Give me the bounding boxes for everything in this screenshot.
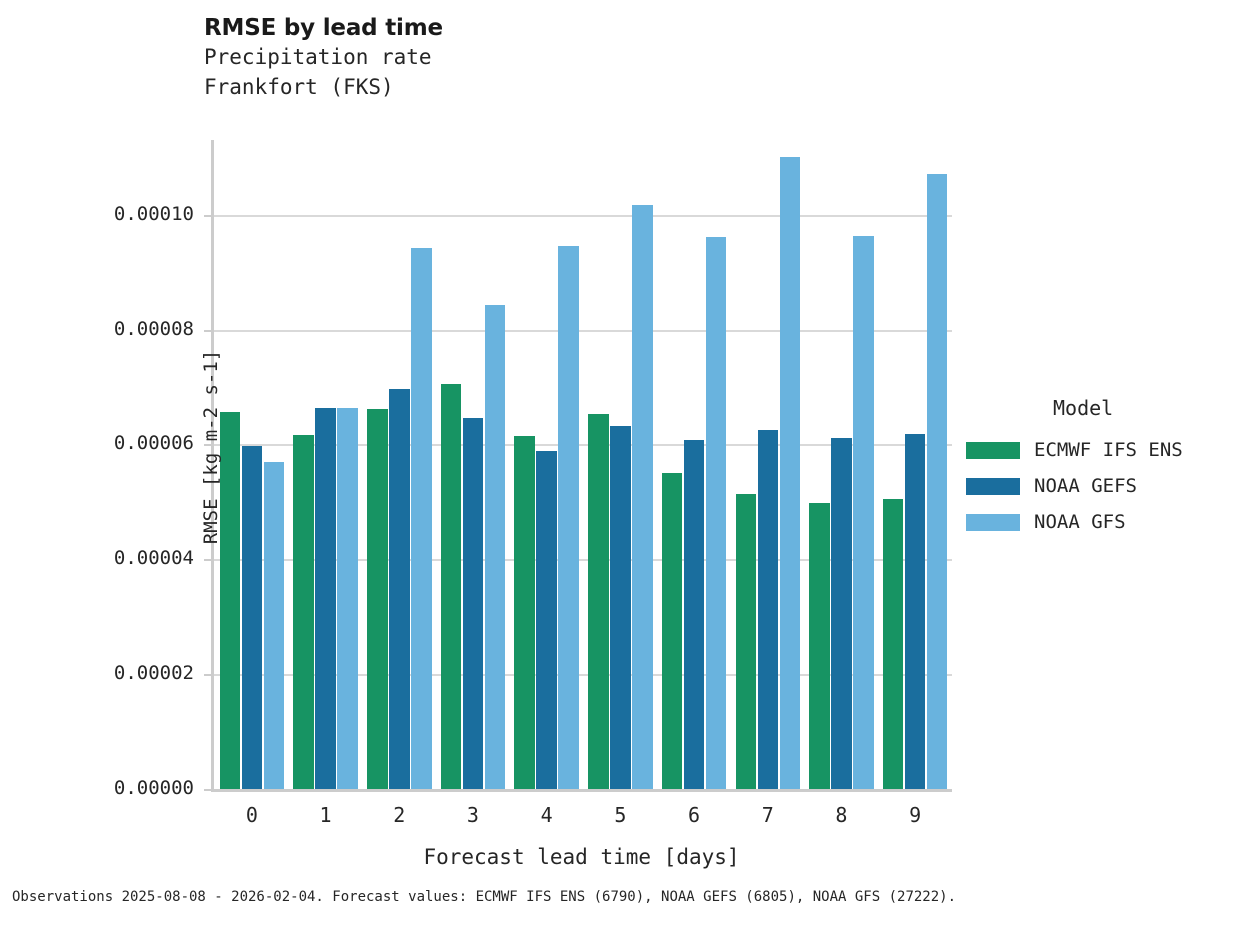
bar xyxy=(853,235,874,789)
x-tick-label: 8 xyxy=(835,803,848,827)
y-tick-mark xyxy=(204,559,211,562)
legend-item[interactable]: NOAA GFS xyxy=(966,504,1246,540)
bar xyxy=(809,502,830,789)
y-axis-label: RMSE [kg m-2 s-1] xyxy=(200,349,222,545)
legend: Model ECMWF IFS ENS NOAA GEFS NOAA GFS xyxy=(966,396,1246,540)
legend-item-label: NOAA GEFS xyxy=(1034,475,1137,497)
x-tick-label: 1 xyxy=(319,803,332,827)
bar xyxy=(757,430,778,789)
bar xyxy=(661,472,683,789)
bar xyxy=(831,438,852,789)
bar xyxy=(484,305,506,789)
y-tick-mark xyxy=(204,674,211,677)
x-tick-label: 7 xyxy=(761,803,774,827)
x-tick-label: 0 xyxy=(245,803,258,827)
bar xyxy=(337,407,358,789)
y-tick-label: 0.00002 xyxy=(113,662,194,685)
y-tick-label: 0.00006 xyxy=(113,432,194,455)
bar xyxy=(705,237,727,789)
bar xyxy=(367,409,388,789)
plot-area: 0.00000 0.00002 0.00004 0.00006 0.00008 0.000… xyxy=(114,140,952,869)
bar xyxy=(536,451,557,789)
bar xyxy=(440,384,462,789)
x-axis-label: Forecast lead time [days] xyxy=(423,845,740,869)
bar xyxy=(683,440,705,789)
gridline xyxy=(214,559,952,562)
bar xyxy=(926,174,948,789)
x-tick-label: 5 xyxy=(614,803,627,827)
x-tick-label: 4 xyxy=(540,803,553,827)
y-tick-label: 0.00004 xyxy=(113,547,194,570)
bar xyxy=(389,388,410,789)
bar xyxy=(263,461,285,789)
bar xyxy=(632,205,653,789)
title-block: RMSE by lead time Precipitation rate Fra… xyxy=(204,14,964,102)
y-tick-mark xyxy=(204,329,211,332)
legend-swatch-icon xyxy=(966,513,1020,531)
legend-item-label: ECMWF IFS ENS xyxy=(1034,439,1183,461)
gridline xyxy=(214,329,952,332)
footer-note: Observations 2025-08-08 - 2026-02-04. Fo… xyxy=(12,889,957,905)
gridline xyxy=(214,444,952,447)
bar xyxy=(514,436,535,789)
chart-subtitle-station: Frankfort (FKS) xyxy=(204,75,394,99)
bar xyxy=(882,498,904,789)
chart-subtitle-variable: Precipitation rate xyxy=(204,45,432,69)
bar xyxy=(610,426,631,789)
y-tick-label: 0.00010 xyxy=(113,202,194,225)
legend-item[interactable]: ECMWF IFS ENS xyxy=(966,432,1246,468)
bar xyxy=(735,493,756,789)
page-title: RMSE by lead time xyxy=(204,15,443,41)
plot-inner xyxy=(211,140,952,792)
bar xyxy=(315,408,336,789)
legend-title: Model xyxy=(1053,396,1114,420)
legend-swatch-icon xyxy=(966,477,1020,495)
y-tick-label: 0.00000 xyxy=(113,777,194,799)
x-tick-label: 2 xyxy=(393,803,406,827)
bar xyxy=(241,446,263,789)
gridline xyxy=(214,674,952,677)
bar xyxy=(588,413,609,789)
bar xyxy=(219,412,241,789)
legend-swatch-icon xyxy=(966,441,1020,459)
x-tick-label: 9 xyxy=(909,803,922,827)
bar xyxy=(462,417,484,789)
bar xyxy=(558,245,579,789)
x-axis-spine xyxy=(211,789,952,792)
y-tick-label: 0.00008 xyxy=(113,317,194,340)
x-tick-label: 6 xyxy=(688,803,701,827)
y-tick-mark xyxy=(204,789,211,791)
bar xyxy=(904,434,926,789)
legend-rows: ECMWF IFS ENS NOAA GEFS NOAA GFS xyxy=(966,432,1246,540)
legend-item[interactable]: NOAA GEFS xyxy=(966,468,1246,504)
bar xyxy=(411,247,432,789)
y-tick-mark xyxy=(204,444,211,447)
y-tick-mark xyxy=(204,214,211,217)
bar xyxy=(293,435,314,789)
bar xyxy=(779,157,800,789)
y-axis-spine xyxy=(211,140,214,792)
legend-item-label: NOAA GFS xyxy=(1034,511,1126,533)
gridline xyxy=(214,214,952,217)
x-tick-label: 3 xyxy=(466,803,479,827)
